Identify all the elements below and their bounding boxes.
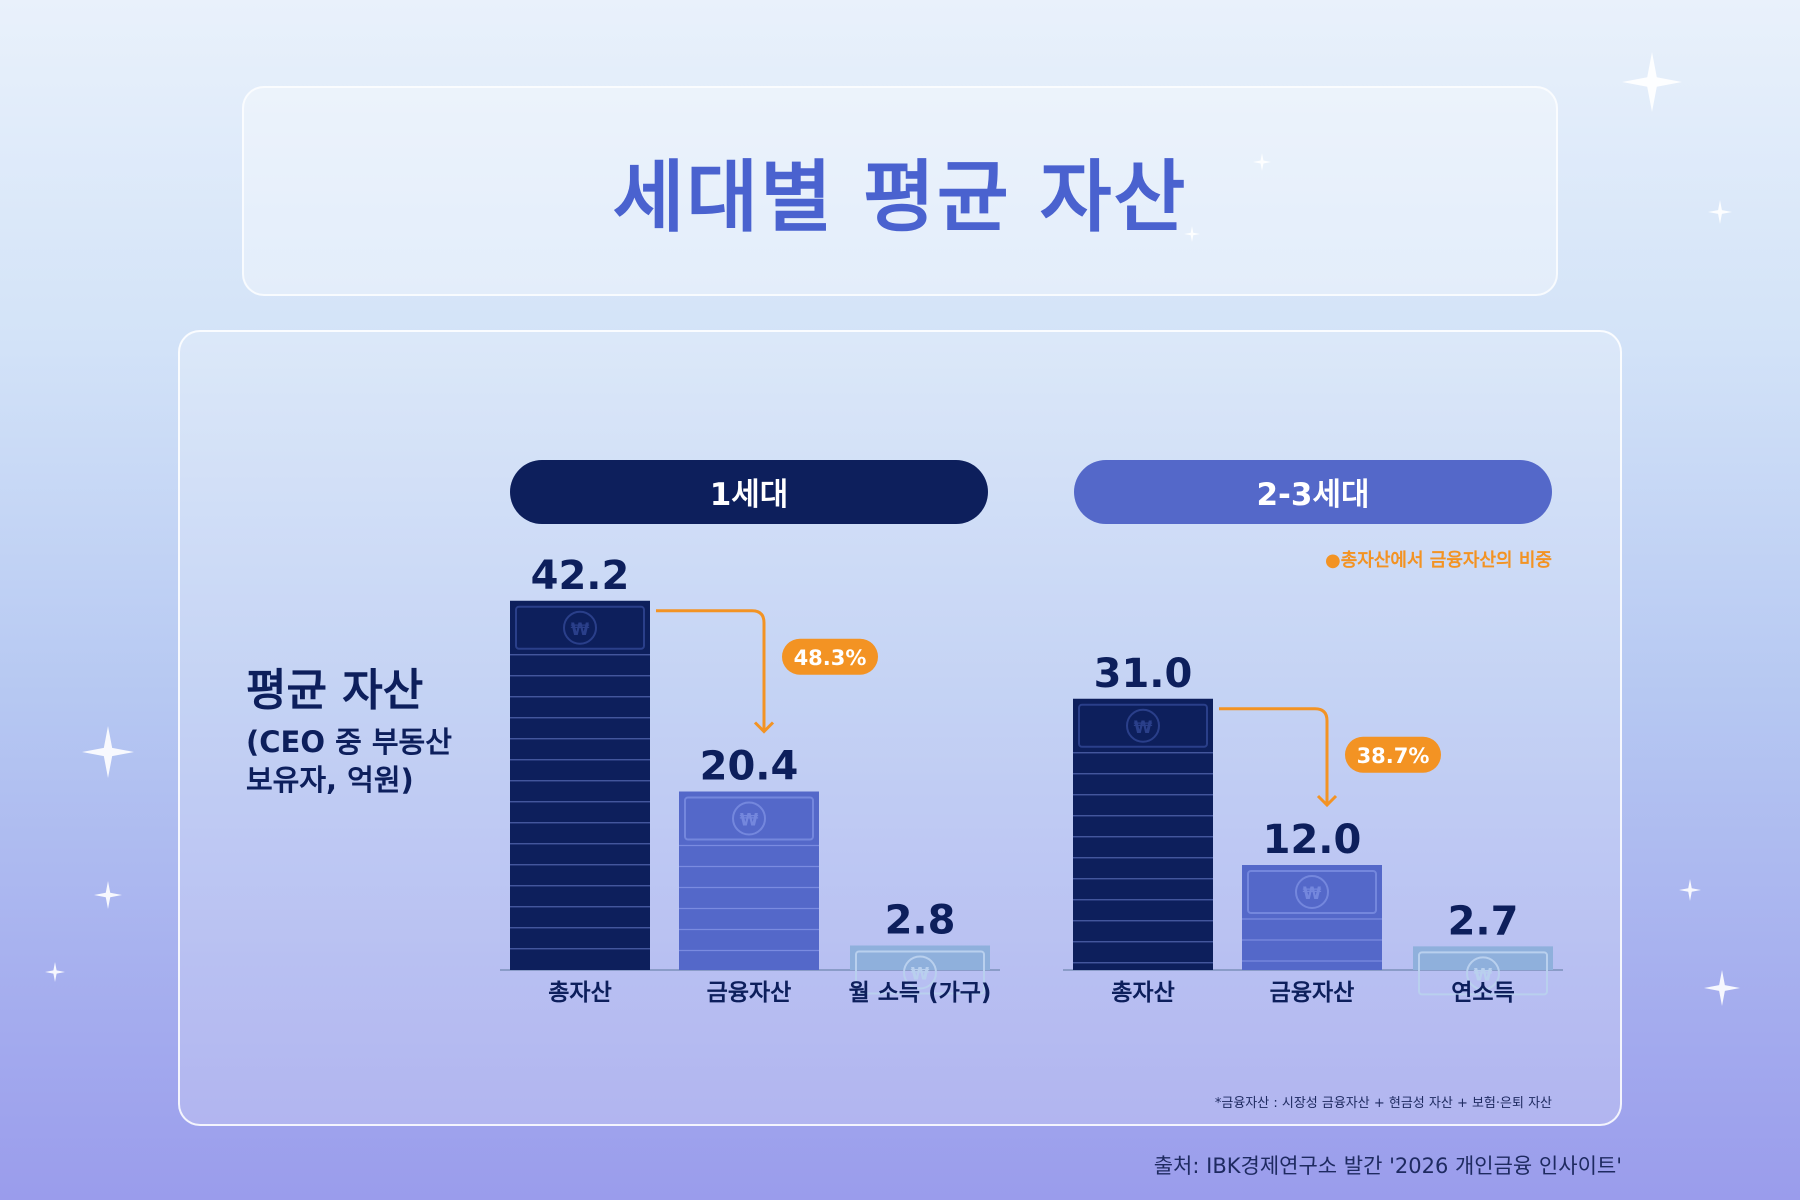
- sparkle-icon: [1708, 200, 1732, 224]
- arrow-down-icon: [1316, 794, 1338, 808]
- sparkle-icon: [1184, 226, 1200, 242]
- won-icon: ₩: [571, 620, 590, 640]
- source-note: 출처: IBK경제연구소 발간 '2026 개인금융 인사이트': [1153, 1154, 1622, 1178]
- ratio-badge: [782, 638, 878, 675]
- ratio-badge-label: 38.7%: [1357, 744, 1430, 768]
- bar-category-label: 금융자산: [1270, 980, 1355, 1006]
- page-title: 세대별 평균 자산: [612, 153, 1188, 243]
- bar-value-label: 12.0: [1263, 817, 1362, 863]
- bar-category-label: 총자산: [1111, 980, 1174, 1006]
- sparkle-icon: [94, 881, 122, 909]
- bar-category-label: 연소득: [1451, 980, 1514, 1006]
- title-card: 세대별 평균 자산: [242, 86, 1558, 296]
- won-icon: ₩: [1474, 965, 1493, 985]
- y-axis-subtitle: 보유자, 억원): [246, 763, 414, 797]
- sparkle-icon: [1679, 879, 1701, 901]
- won-icon: ₩: [1303, 884, 1322, 904]
- ratio-badge: [1345, 736, 1441, 773]
- won-coin-icon: [563, 610, 597, 645]
- bar: [1242, 865, 1382, 970]
- footnote: *금융자산 : 시장성 금융자산 + 현금성 자산 + 보험·은퇴 자산: [1214, 1096, 1552, 1111]
- group-header-label: 1세대: [710, 477, 789, 513]
- y-axis-subtitle: (CEO 중 부동산: [246, 725, 452, 759]
- won-icon: ₩: [740, 811, 759, 831]
- bar-value-label: 42.2: [531, 553, 630, 599]
- group-header-pill: [510, 460, 988, 524]
- bill-outline: [1078, 703, 1208, 748]
- bill-outline: [1247, 870, 1377, 914]
- sparkle-icon: [82, 726, 134, 778]
- bill-outline: [1418, 951, 1548, 996]
- arrow-down-icon: [753, 721, 775, 734]
- won-coin-icon: [1126, 708, 1160, 743]
- bar: [850, 945, 990, 970]
- bill-outline: [515, 605, 645, 650]
- bill-outline: [684, 796, 814, 841]
- bar: [679, 791, 819, 970]
- bar-category-label: 총자산: [548, 980, 611, 1006]
- sparkle-icon: [45, 962, 65, 982]
- bill-outline: [855, 950, 985, 995]
- y-axis-title: 평균 자산: [246, 665, 423, 716]
- won-coin-icon: [1466, 956, 1500, 991]
- group-header-pill: [1074, 460, 1552, 524]
- bar-category-label: 금융자산: [707, 980, 792, 1006]
- won-coin-icon: [732, 801, 766, 836]
- bar-value-label: 2.8: [885, 898, 956, 944]
- ratio-badge-label: 48.3%: [794, 646, 867, 670]
- sparkle-icon: [1622, 52, 1682, 112]
- bar: [1073, 698, 1213, 970]
- bar-value-label: 31.0: [1094, 651, 1193, 697]
- won-coin-icon: [903, 955, 937, 990]
- won-coin-icon: [1295, 875, 1329, 909]
- ratio-arrow-line: [1219, 707, 1329, 805]
- legend-note: ●총자산에서 금융자산의 비중: [1325, 550, 1552, 571]
- bar: [510, 600, 650, 970]
- bar-value-label: 2.7: [1448, 898, 1519, 944]
- won-icon: ₩: [1134, 718, 1153, 738]
- sparkle-icon: [1253, 153, 1271, 171]
- bar-value-label: 20.4: [700, 744, 799, 790]
- bar-category-label: 월 소득 (가구): [849, 980, 992, 1006]
- sparkle-icon: [1704, 970, 1740, 1006]
- ratio-arrow-line: [656, 609, 766, 732]
- won-icon: ₩: [911, 965, 930, 985]
- group-header-label: 2-3세대: [1256, 477, 1369, 513]
